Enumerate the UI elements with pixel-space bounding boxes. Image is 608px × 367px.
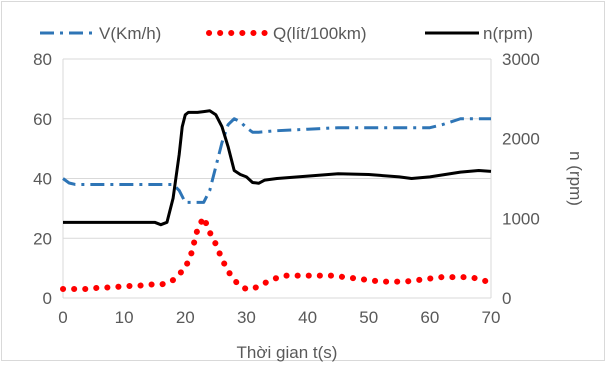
x-tick-label: 60 [420, 308, 439, 327]
chart-frame: V(Km/h) Q(lít/100km) n(rpm) 0 20 40 60 80 0 1000… [1, 1, 605, 362]
x-tick-label: 50 [359, 308, 378, 327]
x-tick-label: 10 [115, 308, 134, 327]
right-y-tick-label: 0 [502, 289, 511, 308]
x-tick-label: 70 [482, 308, 501, 327]
x-tick-label: 30 [237, 308, 256, 327]
axes: 0 20 40 60 80 0 1000 2000 3000 0 10 20 30 40 50 60 70 [33, 50, 540, 327]
series-line-q-l-t-100km [60, 214, 494, 293]
right-y-tick-label: 2000 [502, 130, 540, 149]
series-line-n-rpm [63, 109, 492, 227]
legend-label-v-km-h: V(Km/h) [99, 24, 161, 43]
series-line-v-km-h [62, 117, 491, 204]
left-y-tick-label: 40 [33, 170, 52, 189]
right-y-axis-label: n (rpm) [566, 151, 585, 206]
x-axis-label: Thời gian t(s) [237, 343, 338, 362]
right-y-tick-label: 3000 [502, 50, 540, 69]
chart: V(Km/h) Q(lít/100km) n(rpm) 02040608001000… [33, 24, 585, 362]
left-y-tick-label: 60 [33, 110, 52, 129]
plot-area [60, 109, 494, 293]
left-y-tick-label: 80 [33, 50, 52, 69]
legend-label-q-l-t-100km: Q(lít/100km) [273, 24, 367, 43]
x-tick-label: 40 [298, 308, 317, 327]
left-y-tick-label: 0 [43, 289, 52, 308]
right-y-tick-label: 1000 [502, 209, 540, 228]
chart-legend: V(Km/h) Q(lít/100km) n(rpm) [40, 24, 533, 43]
x-tick-label: 20 [176, 308, 195, 327]
legend-label-n-rpm: n(rpm) [483, 24, 533, 43]
left-y-tick-label: 20 [33, 229, 52, 248]
x-tick-label: 0 [58, 308, 67, 327]
